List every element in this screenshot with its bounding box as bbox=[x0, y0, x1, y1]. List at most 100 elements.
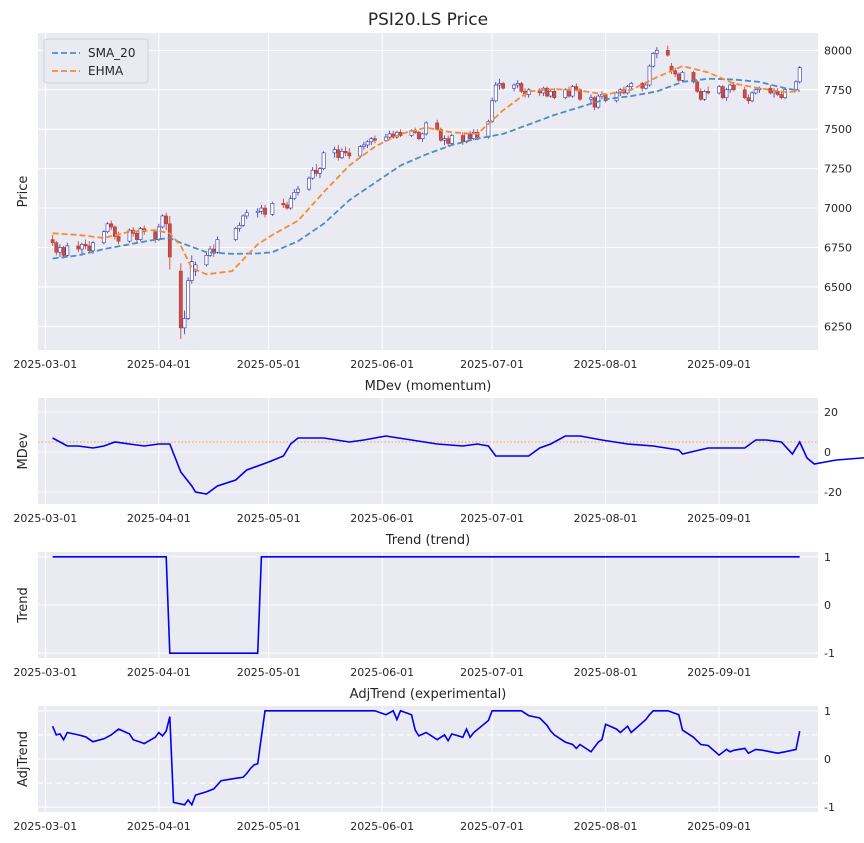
candle-body bbox=[545, 87, 549, 97]
x-tick-label: 2025-07-01 bbox=[460, 512, 524, 525]
y-tick-label: 7250 bbox=[824, 163, 852, 176]
candle-body bbox=[164, 215, 169, 225]
series-line-0 bbox=[52, 435, 864, 495]
candle-body bbox=[156, 226, 161, 240]
y-tick-label: 6250 bbox=[824, 320, 852, 333]
x-tick-label: 2025-06-01 bbox=[350, 666, 414, 679]
candle-body bbox=[281, 203, 286, 206]
candle-body bbox=[446, 138, 451, 144]
candle-body bbox=[314, 169, 319, 174]
candle-body bbox=[54, 242, 59, 253]
candle-body bbox=[373, 138, 377, 141]
candle-body bbox=[435, 122, 440, 130]
candle-body bbox=[358, 146, 363, 157]
candle-body bbox=[750, 92, 754, 102]
candle-body bbox=[134, 232, 139, 240]
candle-body bbox=[552, 91, 557, 98]
x-tick-label: 2025-03-01 bbox=[13, 666, 77, 679]
y-axis-label: Trend bbox=[16, 587, 31, 624]
candle-body bbox=[651, 53, 656, 67]
candle-body bbox=[80, 244, 84, 250]
candle-body bbox=[794, 81, 798, 91]
x-tick-label: 2025-04-01 bbox=[127, 666, 191, 679]
x-tick-label: 2025-08-01 bbox=[574, 358, 638, 371]
y-tick-label: 1 bbox=[824, 551, 831, 564]
candle-body bbox=[270, 203, 275, 215]
legend-label: SMA_20 bbox=[88, 46, 135, 60]
candle-body bbox=[676, 73, 681, 81]
x-tick-label: 2025-07-01 bbox=[460, 666, 524, 679]
candle-body bbox=[310, 169, 315, 179]
y-tick-label: 6750 bbox=[824, 241, 852, 254]
candle-body bbox=[259, 207, 264, 212]
panel-2: 2025-03-01 2025-04-01 2025-05-01 2025-06-01… bbox=[13, 533, 835, 679]
panel-title: AdjTrend (experimental) bbox=[350, 687, 507, 702]
panel-0: 2025-03-01 2025-04-01 2025-05-01 2025-06-01… bbox=[13, 10, 852, 371]
candle-body bbox=[307, 177, 311, 190]
candle-body bbox=[347, 152, 352, 157]
y-axis-label: Price bbox=[16, 176, 31, 208]
candle-body bbox=[58, 247, 62, 253]
x-tick-label: 2025-07-01 bbox=[460, 820, 524, 833]
candle-body bbox=[797, 67, 802, 83]
candle-body bbox=[570, 86, 575, 97]
x-tick-label: 2025-08-01 bbox=[574, 820, 638, 833]
candle-body bbox=[471, 132, 476, 139]
candle-body bbox=[138, 228, 143, 240]
candle-body bbox=[589, 97, 593, 100]
candle-body bbox=[87, 245, 92, 251]
candle-body bbox=[680, 72, 685, 81]
candle-body bbox=[365, 141, 370, 146]
y-tick-label: -1 bbox=[824, 647, 835, 660]
candle-body bbox=[717, 86, 722, 94]
candle-body bbox=[442, 138, 447, 141]
candle-body bbox=[468, 133, 473, 139]
x-tick-label: 2025-04-01 bbox=[127, 512, 191, 525]
candle-body bbox=[742, 89, 747, 98]
legend-label: EHMA bbox=[88, 64, 124, 78]
candle-body bbox=[182, 318, 187, 329]
candle-body bbox=[237, 225, 242, 229]
candle-body bbox=[193, 264, 198, 272]
panel-3: 2025-03-01 2025-04-01 2025-05-01 2025-06-01… bbox=[13, 687, 835, 833]
candle-body bbox=[189, 261, 194, 281]
candle-body bbox=[519, 83, 524, 92]
candle-body bbox=[288, 198, 293, 209]
x-tick-label: 2025-06-01 bbox=[350, 820, 414, 833]
candle-body bbox=[65, 245, 70, 256]
plot-background bbox=[38, 398, 818, 504]
candle-body bbox=[768, 87, 773, 94]
y-tick-label: 7750 bbox=[824, 84, 852, 97]
candle-body bbox=[753, 89, 758, 94]
candle-body bbox=[369, 138, 374, 143]
candle-body bbox=[702, 91, 707, 100]
x-tick-label: 2025-05-01 bbox=[237, 512, 301, 525]
candle-body bbox=[263, 207, 267, 215]
candle-body bbox=[515, 83, 520, 86]
x-tick-label: 2025-06-01 bbox=[350, 512, 414, 525]
candle-body bbox=[746, 97, 751, 102]
panel-title: Trend (trend) bbox=[385, 533, 471, 548]
series-line-sma_20 bbox=[52, 77, 800, 260]
candle-body bbox=[629, 83, 634, 87]
candle-body bbox=[113, 226, 117, 237]
candle-body bbox=[186, 280, 191, 319]
candle-body bbox=[318, 168, 322, 174]
series-line-0 bbox=[51, 709, 801, 807]
candle-body bbox=[241, 215, 245, 226]
legend-box bbox=[43, 38, 149, 84]
y-tick-label: 8000 bbox=[824, 44, 852, 57]
x-tick-label: 2025-03-01 bbox=[13, 820, 77, 833]
candle-body bbox=[647, 65, 652, 86]
candle-body bbox=[449, 135, 454, 144]
x-tick-label: 2025-05-01 bbox=[237, 820, 301, 833]
candle-body bbox=[563, 89, 568, 98]
panel-title: PSI20.LS Price bbox=[368, 10, 488, 30]
candle-body bbox=[244, 212, 249, 217]
x-tick-label: 2025-04-01 bbox=[127, 358, 191, 371]
candle-body bbox=[772, 91, 776, 94]
candle-body bbox=[654, 50, 659, 54]
candle-body bbox=[493, 84, 498, 102]
legend: SMA_20 EHMA bbox=[43, 38, 149, 84]
